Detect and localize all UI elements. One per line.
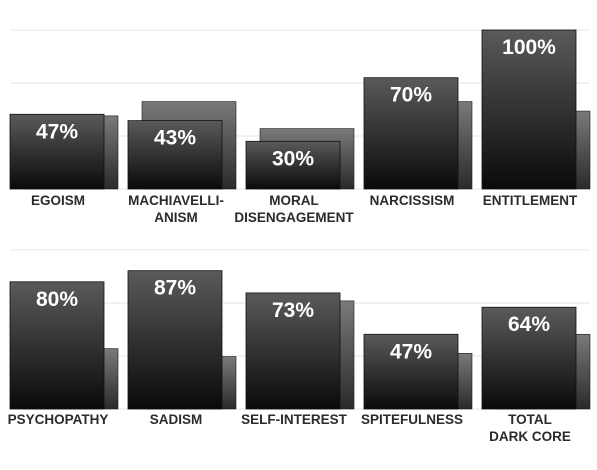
- value-bar: [9, 113, 105, 190]
- value-bar: [481, 29, 577, 190]
- category-label-line: ENTITLEMENT: [483, 193, 578, 208]
- category-label-line: DARK CORE: [489, 429, 571, 444]
- value-bar: [9, 281, 105, 410]
- category-label: EGOISM: [31, 193, 85, 208]
- category-label-line: EGOISM: [31, 193, 85, 208]
- value-label: 100%: [502, 36, 556, 59]
- category-label: TOTAL DARK CORE: [489, 412, 571, 444]
- value-label: 47%: [390, 340, 432, 363]
- value-label: 87%: [154, 277, 196, 300]
- category-label-line: SADISM: [150, 412, 203, 427]
- category-label-line: NARCISSISM: [370, 193, 455, 208]
- category-label-line: SELF-INTEREST: [241, 412, 348, 427]
- value-bar: [481, 306, 577, 410]
- category-label: PSYCHOPATHY: [8, 412, 109, 427]
- chart-panel-top: 47% EGOISM 43% MACHIAVELLI- ANISM 30% MORAL DIS…: [9, 29, 591, 225]
- value-label: 64%: [508, 313, 550, 336]
- category-label: MACHIAVELLI- ANISM: [128, 193, 224, 225]
- value-label: 70%: [390, 84, 432, 107]
- category-label: SPITEFULNESS: [361, 412, 463, 427]
- category-label-line: MORAL: [269, 193, 319, 208]
- value-label: 30%: [272, 147, 314, 170]
- category-label-line: ANISM: [154, 210, 198, 225]
- value-bar: [127, 270, 223, 410]
- category-label-line: SPITEFULNESS: [361, 412, 463, 427]
- value-bar: [127, 120, 223, 190]
- value-label: 80%: [36, 288, 78, 311]
- category-label: SELF-INTEREST: [241, 412, 348, 427]
- category-label-line: PSYCHOPATHY: [8, 412, 109, 427]
- value-bar: [245, 140, 341, 190]
- category-label: ENTITLEMENT: [483, 193, 578, 208]
- category-label: SADISM: [150, 412, 203, 427]
- value-label: 73%: [272, 299, 314, 322]
- value-label: 47%: [36, 120, 78, 143]
- chart-panel-bottom: 80% PSYCHOPATHY 87% SADISM 73% SELF-INTEREST 4…: [8, 249, 591, 444]
- category-label-line: TOTAL: [508, 412, 552, 427]
- value-bar: [363, 77, 459, 190]
- value-bar: [363, 333, 459, 410]
- category-label-line: DISENGAGEMENT: [234, 210, 354, 225]
- category-label: NARCISSISM: [370, 193, 455, 208]
- category-label-line: MACHIAVELLI-: [128, 193, 224, 208]
- value-label: 43%: [154, 127, 196, 150]
- value-bar: [245, 292, 341, 410]
- category-label: MORAL DISENGAGEMENT: [234, 193, 354, 225]
